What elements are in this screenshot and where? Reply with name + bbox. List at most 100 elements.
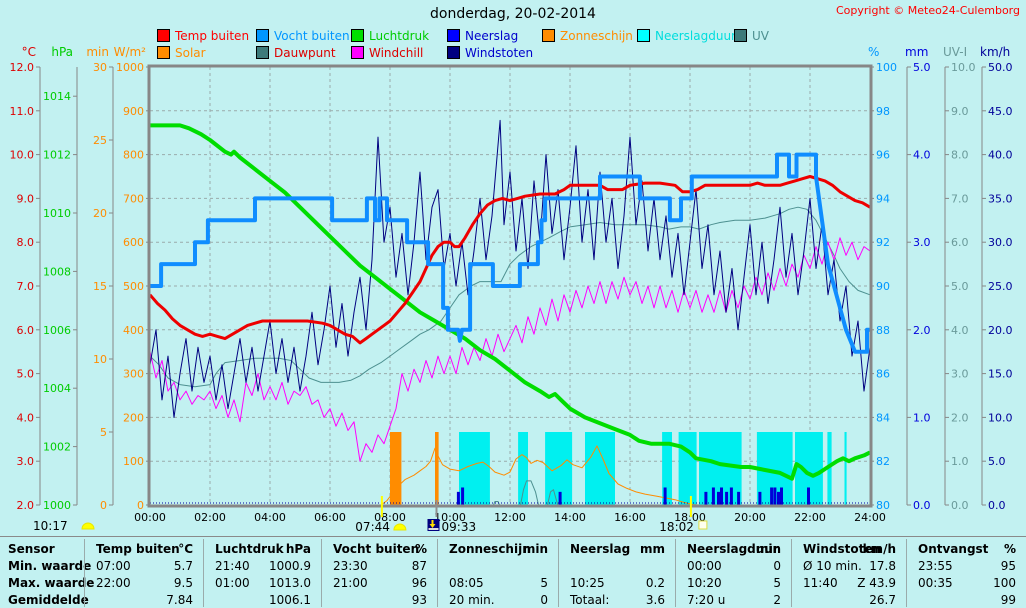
svg-text:1000: 1000 [43,499,71,512]
table-divider [675,539,676,607]
svg-text:0: 0 [100,499,107,512]
legend-swatch-icon [447,29,460,42]
legend-item-dauwpunt: Dauwpunt [256,46,336,60]
svg-text:0: 0 [137,499,144,512]
table-value-cell: 0.2 [645,576,665,590]
series-uv [150,480,870,506]
svg-text:400: 400 [123,324,144,337]
svg-text:9.0: 9.0 [17,192,35,205]
axis-unit-hPa: hPa [51,45,73,59]
table-divider [437,539,438,607]
wind-axis: 0.0 5.0 10.0 15.0 20.0 25.0 30.0 35.0 40.0 45.0 50… [980,45,1013,512]
legend-swatch-icon [734,29,747,42]
table-row-label: Gemiddelde [8,593,89,607]
table-divider [84,539,85,607]
table-value-cell: 0 [540,593,548,607]
svg-text:18:02: 18:02 [659,520,694,534]
table-time-cell: 20 min. [449,593,495,607]
table-divider [203,539,204,607]
svg-text:4.0: 4.0 [951,324,969,337]
table-time-cell: 00:00 [687,559,722,573]
svg-text:15: 15 [93,280,107,293]
series-temp-buiten [148,175,871,345]
copyright-notice: Copyright © Meteo24-Culemborg [836,4,1020,17]
svg-text:12:00: 12:00 [494,511,526,524]
temperature-axis: 2.0 3.0 4.0 5.0 6.0 7.0 8.0 9.0 10.0 11.0 12.0 °C [10,45,41,512]
legend-label: Neerslag [465,28,519,43]
svg-text:0.0: 0.0 [951,499,969,512]
table-value-cell: 3.6 [645,593,665,607]
svg-text:00:00: 00:00 [134,511,166,524]
marker-moonset: 09:33 [427,500,477,534]
table-col-header: Neerslagduur [687,542,779,556]
sun-icon [393,523,407,531]
axis-unit-Wm: W/m² [114,45,147,59]
svg-text:10.0: 10.0 [10,149,35,162]
legend-item-windchill: Windchill [351,46,423,60]
legend-swatch-icon [447,46,460,59]
svg-text:25.0: 25.0 [988,280,1013,293]
svg-text:100: 100 [876,61,897,74]
axis-unit-C: °C [22,45,36,59]
table-value-cell: 0 [773,559,781,573]
table-time-cell: 10:20 [687,576,722,590]
table-row-label: Min. waarde [8,559,92,573]
table-value-cell: 99 [1000,593,1016,607]
svg-text:7.0: 7.0 [951,192,969,205]
svg-text:5.0: 5.0 [988,455,1006,468]
svg-text:35.0: 35.0 [988,192,1013,205]
svg-text:04:00: 04:00 [254,511,286,524]
svg-text:22:00: 22:00 [794,511,826,524]
svg-text:5.0: 5.0 [951,280,969,293]
svg-text:30.0: 30.0 [988,236,1013,249]
table-time-cell: 21:00 [333,576,368,590]
svg-text:1002: 1002 [43,441,71,454]
axis-unit-kmh: km/h [980,45,1010,59]
table-value-cell: 95 [1000,559,1016,573]
sun-icon [81,522,95,530]
axis-unit-%: % [868,45,879,59]
legend-item-solar: Solar [157,45,206,60]
svg-text:4.0: 4.0 [913,149,931,162]
humidity-axis: 80 82 84 86 88 90 92 94 96 98 100% [868,45,897,512]
page-title: donderdag, 20-02-2014 [430,6,596,22]
table-value-cell: 96 [411,576,427,590]
svg-text:800: 800 [123,149,144,162]
table-col-header: Temp buiten [96,542,180,556]
legend-swatch-icon [542,29,555,42]
bars-zonneschijn [390,432,439,505]
svg-text:96: 96 [876,149,890,162]
svg-text:100: 100 [123,455,144,468]
legend-item-luchtdruk: Luchtdruk [351,29,429,43]
svg-text:1010: 1010 [43,207,71,220]
svg-text:20:00: 20:00 [734,511,766,524]
svg-text:3.0: 3.0 [17,455,35,468]
table-col-unit: °C [178,542,193,556]
table-value-cell: 9.5 [173,576,193,590]
svg-text:92: 92 [876,236,890,249]
legend-item-temp-buiten: Temp buiten [157,29,249,43]
legend-item-zonneschijn: Zonneschijn [542,28,633,43]
marker-sunrise: 07:44 [355,496,407,534]
stats-table: Sensor Min. waarde Max. waarde Gemiddelde Te… [0,536,1026,608]
svg-text:84: 84 [876,411,890,424]
series-solar [150,445,870,506]
svg-text:06:00: 06:00 [314,511,346,524]
legend-label: Solar [175,45,206,60]
svg-text:14:00: 14:00 [554,511,586,524]
bars-neerslag [456,487,810,505]
svg-text:86: 86 [876,368,890,381]
table-value-cell: 5 [540,576,548,590]
legend-label: Zonneschijn [560,28,633,43]
legend-swatch-icon [351,29,364,42]
svg-text:10:00: 10:00 [434,511,466,524]
legend-swatch-icon [157,46,170,59]
legend-item-neerslagduur: Neerslagduur [637,29,736,43]
time-axis: 00:00 02:00 04:00 06:00 08:00 10:00 12:00 14:00… [134,511,886,524]
table-col-header: Zonneschijn [449,542,531,556]
svg-text:18:00: 18:00 [674,511,706,524]
marker-sunset: 18:02 [659,496,708,534]
svg-text:24:00: 24:00 [854,511,886,524]
svg-text:1014: 1014 [43,90,71,103]
svg-text:09:33: 09:33 [442,520,477,534]
